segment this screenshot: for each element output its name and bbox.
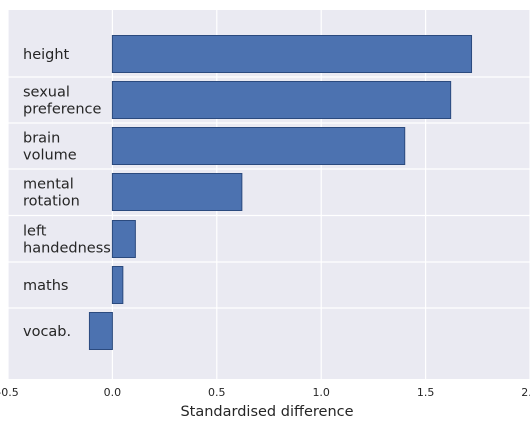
category-labels: height sexual preference brain volume mental r… (23, 47, 111, 340)
x-tick-label: 0.0 (104, 386, 122, 399)
category-label: height (23, 47, 70, 63)
x-axis-title: Standardised difference (180, 404, 353, 420)
bar (111, 127, 406, 165)
x-tick-label: 2.0 (521, 386, 530, 399)
bar (111, 35, 473, 73)
category-label: sexual preference (23, 85, 102, 118)
bars (88, 35, 473, 350)
x-tick-labels: -0.5 0.0 0.5 1.0 1.5 2.0 (0, 386, 530, 399)
x-tick-label: 0.5 (208, 386, 226, 399)
bar (111, 173, 243, 211)
category-label: mental rotation (23, 177, 80, 210)
x-tick-label: 1.0 (312, 386, 330, 399)
bar (111, 266, 124, 304)
bar (88, 312, 113, 350)
x-tick-label: -0.5 (0, 386, 19, 399)
bar (111, 220, 136, 258)
bar (111, 81, 452, 119)
category-label: maths (23, 278, 68, 294)
category-label: left handedness (23, 224, 111, 257)
x-tick-label: 1.5 (417, 386, 435, 399)
category-label: brain volume (23, 131, 77, 164)
category-label: vocab. (23, 324, 71, 340)
